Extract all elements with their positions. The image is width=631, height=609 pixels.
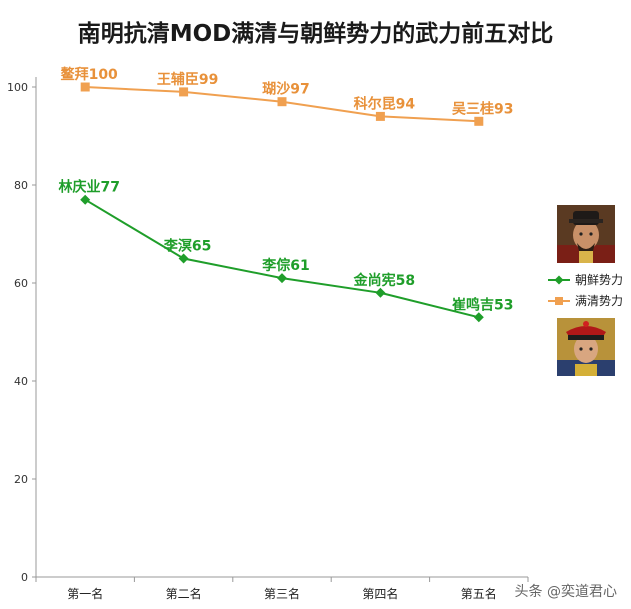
data-point <box>277 273 287 284</box>
data-label: 金尚宪58 <box>353 272 415 289</box>
chart-axes: 0 20 40 60 80 100 第一名 第二名 第三名 第四名 第五名 <box>7 77 529 601</box>
chart-title: 南明抗清MOD满清与朝鲜势力的武力前五对比 <box>77 21 554 47</box>
x-tick-label: 第二名 <box>166 586 202 601</box>
data-point <box>474 116 484 126</box>
data-label: 李倧61 <box>261 257 309 274</box>
data-label: 鳌拜100 <box>61 66 118 83</box>
y-tick-label: 80 <box>14 179 28 192</box>
x-tick-label: 第五名 <box>461 586 497 601</box>
data-point <box>80 82 90 92</box>
legend-label: 朝鲜势力 <box>575 273 623 287</box>
data-point <box>375 111 385 121</box>
data-label: 林庆业77 <box>58 179 119 196</box>
data-label: 吴三桂93 <box>452 100 513 117</box>
data-label: 瑚沙97 <box>262 82 309 98</box>
legend-label: 满清势力 <box>575 294 623 308</box>
data-label: 李溟65 <box>163 238 211 255</box>
data-point <box>179 87 189 97</box>
x-tick-label: 第一名 <box>67 586 103 601</box>
data-point <box>80 194 91 205</box>
y-tick-label: 20 <box>14 473 28 486</box>
legend-item: 朝鲜势力 <box>548 273 623 287</box>
series-joseon: 林庆业77 李溟65 李倧61 金尚宪58 崔鸣吉53 <box>58 179 514 323</box>
y-tick-label: 60 <box>14 277 28 290</box>
series-manchu: 鳌拜100 王辅臣99 瑚沙97 科尔昆94 吴三桂93 <box>61 66 514 126</box>
watermark: 头条 @奕道君心 <box>514 584 617 600</box>
y-tick-label: 100 <box>7 81 28 94</box>
x-tick-label: 第三名 <box>264 586 300 601</box>
joseon-king-portrait-icon <box>557 205 615 263</box>
y-tick-label: 0 <box>21 571 28 584</box>
legend-marker <box>555 297 563 305</box>
data-label: 王辅臣99 <box>157 71 218 88</box>
x-tick-label: 第四名 <box>362 586 398 601</box>
qing-official-portrait-icon <box>557 318 615 376</box>
data-point <box>375 287 386 298</box>
legend-item: 满清势力 <box>548 294 623 308</box>
data-point <box>277 97 287 107</box>
series-layer: 林庆业77 李溟65 李倧61 金尚宪58 崔鸣吉53 鳌拜100 王辅臣99 瑚沙97 科尔昆… <box>58 66 514 323</box>
data-point <box>178 253 189 264</box>
legend-marker <box>554 275 564 285</box>
y-tick-label: 40 <box>14 375 28 388</box>
data-label: 科尔昆94 <box>354 95 416 112</box>
data-point <box>473 312 484 323</box>
data-label: 崔鸣吉53 <box>452 296 513 313</box>
